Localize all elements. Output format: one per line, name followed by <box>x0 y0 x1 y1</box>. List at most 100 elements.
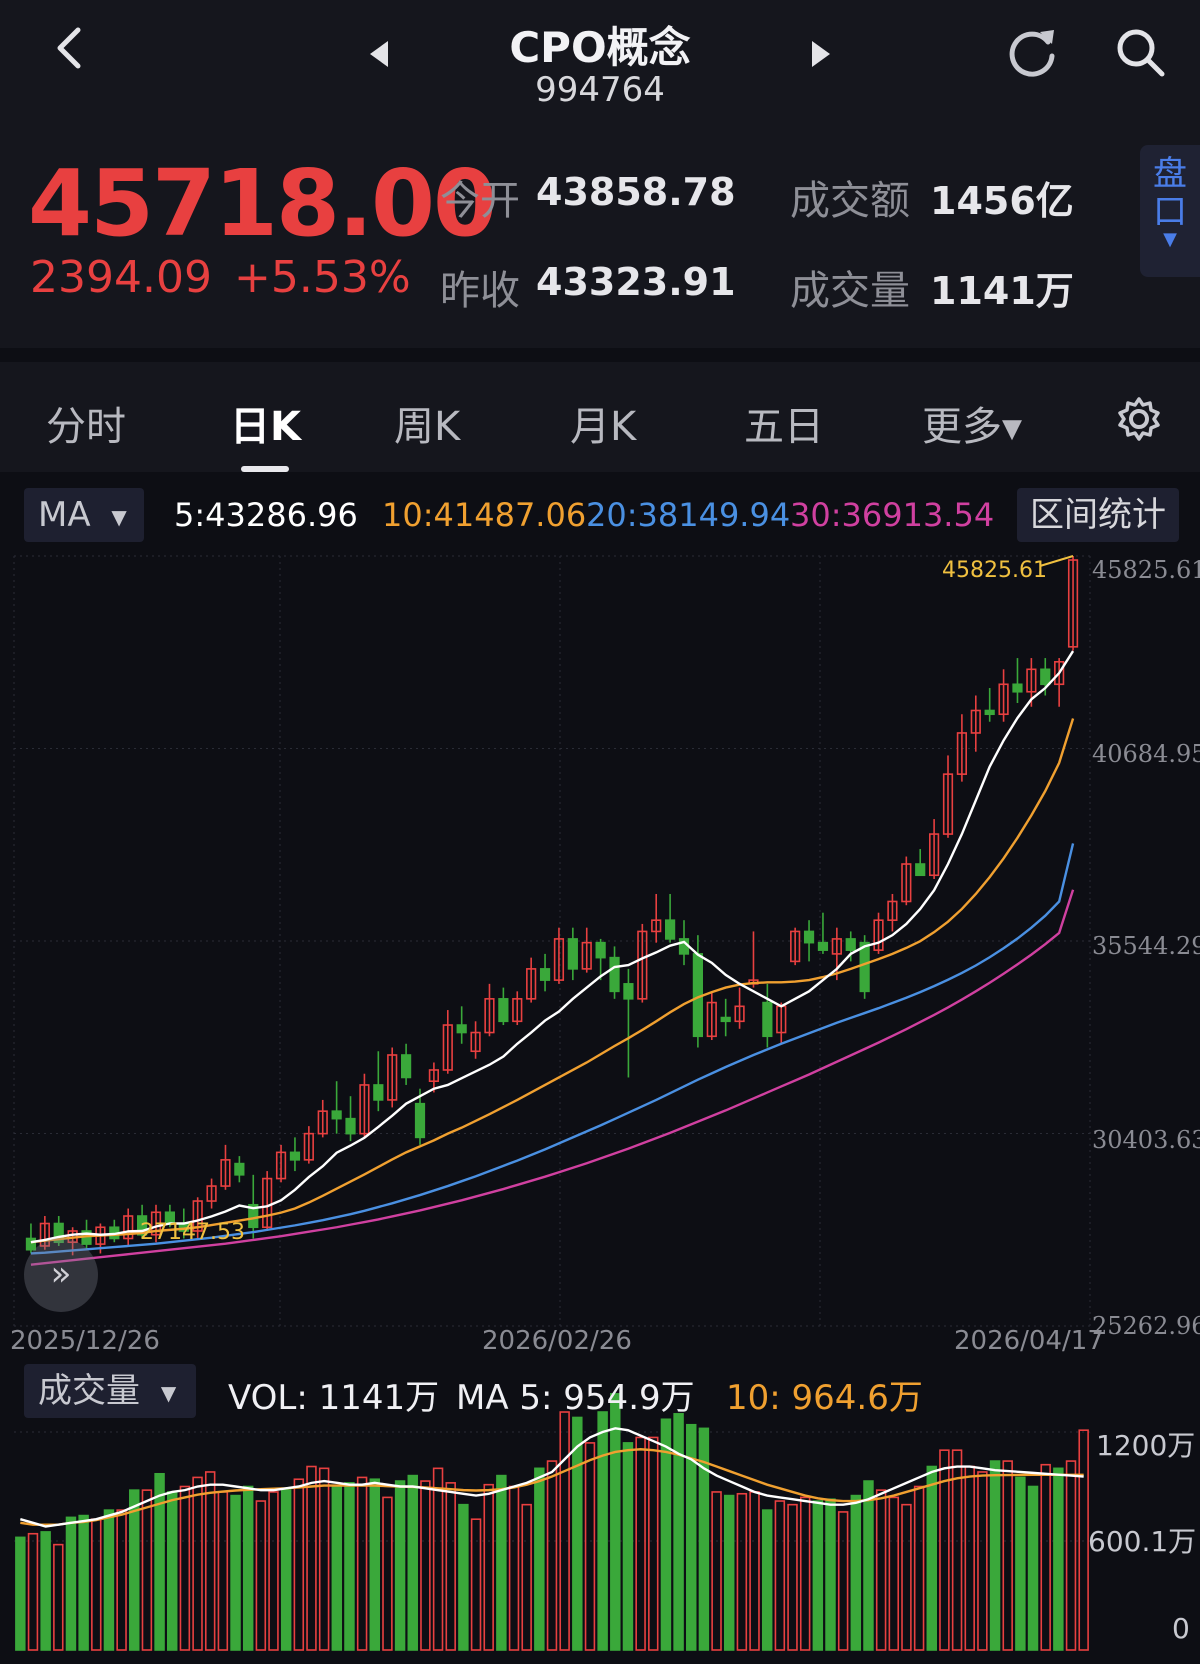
ma10-value: 10:41487.06 <box>382 496 587 534</box>
volume-bar <box>1027 1485 1039 1651</box>
candle-body <box>623 983 634 1000</box>
volume-indicator-selector[interactable]: 成交量 ▼ <box>24 1364 196 1418</box>
candle-body <box>289 1151 301 1161</box>
volume-bar <box>1078 1429 1089 1651</box>
vol-y-tick-label: 0 <box>1172 1612 1190 1645</box>
x-tick-label: 2026/02/26 <box>482 1326 632 1356</box>
volume-current: VOL: 1141万 <box>228 1378 440 1418</box>
candle-body <box>1012 683 1023 693</box>
candle-body <box>790 930 801 963</box>
turnover-label: 成交额 <box>790 178 910 224</box>
volume-selector-label: 成交量 <box>38 1371 140 1411</box>
last-price: 45718.00 <box>28 150 497 257</box>
triangle-left-icon <box>370 41 388 67</box>
candle-body <box>539 968 551 981</box>
next-stock-button[interactable] <box>808 36 832 76</box>
volume-bar <box>255 1500 267 1651</box>
volume-bar <box>559 1411 570 1651</box>
candle-body <box>220 1159 231 1187</box>
expand-chart-button[interactable]: » <box>24 1238 98 1312</box>
candle-body <box>984 709 995 716</box>
volume-bar <box>648 1436 659 1651</box>
prev-stock-button[interactable] <box>368 36 392 76</box>
y-tick-label: 30403.63 <box>1092 1126 1200 1154</box>
candle-body <box>359 1084 370 1135</box>
caret-down-icon: ▼ <box>1002 414 1022 444</box>
double-chevron-right-icon: » <box>50 1254 72 1294</box>
candle-body <box>526 968 537 1000</box>
volume-bar <box>774 1500 786 1651</box>
volume-bar <box>572 1416 583 1651</box>
candle-body <box>720 1016 731 1023</box>
stock-title: CPO概念 <box>509 23 691 72</box>
candle-body <box>470 1031 481 1053</box>
volume-bar <box>901 1503 912 1651</box>
refresh-button[interactable] <box>1004 24 1060 87</box>
volume-bar <box>496 1474 507 1651</box>
candle-body <box>998 683 1009 716</box>
candle-body <box>567 938 578 970</box>
candle-body <box>928 833 940 877</box>
candle-body <box>331 1110 342 1120</box>
candle-body <box>39 1222 50 1247</box>
caret-down-icon: ▼ <box>111 504 127 529</box>
tab-more-label: 更多 <box>922 404 1002 450</box>
volume-bar <box>723 1494 735 1651</box>
quote-panel <box>0 110 1200 348</box>
candle-body <box>25 1237 37 1251</box>
volume-bar <box>686 1423 697 1651</box>
candle-body <box>484 998 495 1034</box>
ma5-value: 5:43286.96 <box>174 496 358 534</box>
tab-daily-k[interactable]: 日K <box>230 404 301 450</box>
volume-bar <box>635 1436 646 1651</box>
volume-bar <box>167 1491 178 1651</box>
volume-bar <box>711 1491 722 1651</box>
volume-bar <box>78 1514 89 1651</box>
ma30-value: 30:36913.54 <box>790 496 995 534</box>
tab-intraday[interactable]: 分时 <box>46 404 126 450</box>
max-price-annotation: 45825.61 <box>942 558 1047 583</box>
tab-more[interactable]: 更多▼ <box>922 394 1022 452</box>
volume-bar <box>610 1393 621 1651</box>
volume-bar <box>698 1427 710 1651</box>
tab-weekly-k[interactable]: 周K <box>394 404 461 450</box>
back-button[interactable] <box>52 26 88 77</box>
search-icon <box>1117 29 1165 77</box>
candle-body <box>970 709 981 734</box>
gear-icon <box>1118 397 1160 441</box>
volume-value: 1141万 <box>930 269 1074 313</box>
candle-body <box>1067 559 1079 648</box>
candle-body <box>275 1151 287 1180</box>
volume-bar <box>394 1480 406 1651</box>
volume-bar <box>204 1471 216 1651</box>
ma20-value: 20:38149.94 <box>586 496 791 534</box>
volume-ma5-line <box>19 1427 1084 1528</box>
candle-body <box>762 1001 773 1038</box>
volume-bar <box>989 1460 1001 1651</box>
candle-body <box>206 1185 217 1202</box>
ma30-line <box>30 889 1075 1266</box>
volume-bar <box>344 1482 355 1651</box>
tab-five-day[interactable]: 五日 <box>744 404 824 450</box>
candle-body <box>873 919 884 951</box>
volume-bar <box>1040 1463 1051 1651</box>
candle-body <box>442 1024 453 1071</box>
candle-body <box>345 1117 356 1135</box>
search-button[interactable] <box>1114 26 1168 87</box>
indicator-selector[interactable]: MA ▼ <box>24 488 144 542</box>
range-stats-button[interactable]: 区间统计 <box>1017 488 1179 542</box>
volume-bar <box>192 1476 203 1651</box>
volume-bar <box>964 1465 975 1651</box>
volume-bar <box>91 1518 102 1651</box>
order-book-tab[interactable]: 盘口 ▼ <box>1140 145 1200 277</box>
tab-monthly-k[interactable]: 月K <box>570 404 637 450</box>
volume-bar <box>470 1518 482 1651</box>
chart-settings-button[interactable] <box>1116 396 1162 449</box>
candle-body <box>400 1054 412 1079</box>
volume-bar <box>660 1418 672 1651</box>
volume-bar <box>27 1532 39 1651</box>
y-tick-label: 45825.61 <box>1092 556 1200 584</box>
candle-body <box>428 1069 440 1083</box>
candle-body <box>553 938 565 981</box>
